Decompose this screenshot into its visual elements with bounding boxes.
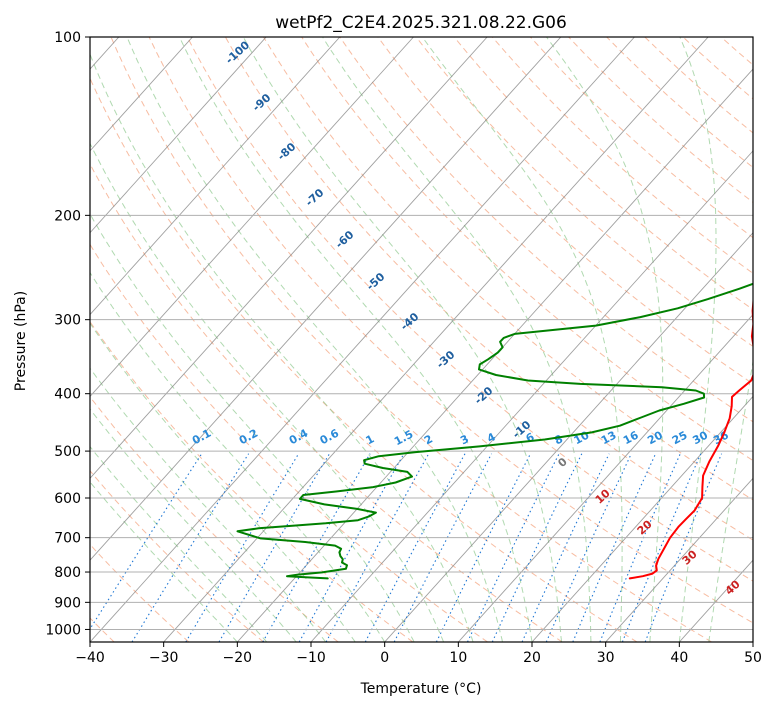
- dry-adiabat-line: [606, 37, 753, 169]
- dry-adiabat-line: [90, 243, 488, 642]
- moist-adiabat-line: [126, 37, 503, 642]
- moist-adiabat-line: [421, 37, 623, 642]
- moist-adiabat-line: [708, 358, 753, 642]
- moist-adiabat-line: [678, 37, 717, 642]
- dry-adiabat-line: [90, 395, 339, 642]
- isotherm-line: [90, 37, 193, 152]
- isotherm-line: [384, 232, 753, 642]
- moist-adiabat-line: [90, 271, 386, 642]
- sounding-profiles: [236, 282, 753, 580]
- mixing-ratio-label: 16: [621, 428, 641, 447]
- y-axis-label: Pressure (hPa): [13, 291, 29, 391]
- isotherm-line: [90, 37, 488, 479]
- mixing-ratio-line: [131, 453, 250, 642]
- y-tick-label: 100: [54, 30, 81, 46]
- moist-adiabat-line: [90, 481, 238, 642]
- y-tick-label: 300: [54, 313, 81, 329]
- isotherm-line: [531, 395, 753, 642]
- mixing-ratio-line: [572, 453, 657, 642]
- mixing-ratio-label: 25: [670, 429, 690, 448]
- pressure-grid: [90, 214, 753, 630]
- x-tick-label: 30: [597, 650, 615, 666]
- moist-adiabat-line: [242, 37, 562, 642]
- moist-adiabat-line: [90, 52, 474, 642]
- mixing-ratio-line: [185, 453, 300, 642]
- isotherm-line: [90, 37, 267, 234]
- mixing-ratio-line: [218, 453, 330, 642]
- mixing-ratio-label: 30: [690, 428, 710, 447]
- moist-adiabat-line: [546, 37, 664, 642]
- mixing-ratio-line: [262, 453, 371, 642]
- temperature-profile: [628, 295, 753, 580]
- isotherm-line: [605, 477, 753, 642]
- y-tick-label: 800: [54, 565, 81, 581]
- dewpoint-profile: [236, 282, 753, 580]
- moist-adiabat-line: [90, 142, 445, 642]
- moist-adiabat-line: [322, 37, 592, 642]
- mixing-ratio-line: [435, 453, 531, 642]
- moist-adiabat-line: [90, 322, 356, 642]
- isotherm-line: [310, 150, 753, 642]
- isotherm-line: [90, 37, 414, 398]
- isotherm-line: [90, 37, 562, 561]
- dry-adiabat-line: [90, 162, 563, 642]
- background-lines: [90, 37, 753, 642]
- isotherm-line: [457, 313, 753, 642]
- mixing-ratio-label: 20: [645, 428, 665, 447]
- dry-adiabat-line: [377, 37, 753, 385]
- mixing-ratio-line: [467, 453, 560, 642]
- dry-adiabat-line: [453, 37, 753, 311]
- y-tick-label: 600: [54, 491, 81, 507]
- y-tick-label: 500: [54, 444, 81, 460]
- mixing-ratio-line: [393, 453, 493, 642]
- moist-adiabat-line: [90, 367, 327, 642]
- x-tick-label: −40: [75, 650, 105, 666]
- dry-adiabat-line: [148, 37, 753, 624]
- dry-adiabat-line: [90, 76, 638, 642]
- x-tick-label: 40: [670, 650, 688, 666]
- x-tick-label: 0: [380, 650, 389, 666]
- x-tick-label: 20: [523, 650, 541, 666]
- dry-adiabat-line: [110, 37, 712, 642]
- x-tick-label: −20: [223, 650, 253, 666]
- x-tick-label: 10: [449, 650, 467, 666]
- isotherm-line: [163, 37, 709, 642]
- dry-adiabat-line: [224, 37, 753, 541]
- mixing-ratio-line: [90, 453, 203, 630]
- isotherm-line: [236, 68, 753, 642]
- dry-adiabat-line: [415, 37, 753, 348]
- y-tick-label: 900: [54, 595, 81, 611]
- mixing-ratio-line: [491, 453, 583, 642]
- isotherm-line: [90, 37, 635, 642]
- dry-adiabat-line: [491, 37, 753, 274]
- x-tick-label: −10: [296, 650, 326, 666]
- y-tick-label: 400: [54, 387, 81, 403]
- x-tick-label: −30: [149, 650, 179, 666]
- dry-adiabat-line: [339, 37, 753, 423]
- mixing-ratio-label: 13: [599, 429, 619, 448]
- dry-adiabat-line: [263, 37, 753, 501]
- dry-adiabat-line: [186, 37, 753, 582]
- y-axis: 100 200 300 400 500 600 700 800 900 1000: [45, 30, 90, 638]
- isotherm-line: [90, 37, 341, 316]
- x-tick-label: 50: [744, 650, 762, 666]
- y-tick-label: 1000: [45, 622, 81, 638]
- mixing-ratio-line: [545, 453, 632, 642]
- x-axis: −40 −30 −20 −10 0 10 20 30 40 50: [75, 642, 762, 666]
- y-tick-label: 200: [54, 208, 81, 224]
- chart-title: wetPf2_C2E4.2025.321.08.22.G06: [275, 13, 567, 33]
- moist-adiabat-line: [90, 212, 415, 642]
- moist-adiabat-line: [178, 37, 533, 642]
- plot-frame: [89, 36, 754, 643]
- y-tick-label: 700: [54, 531, 81, 547]
- x-axis-label: Temperature (°C): [360, 681, 482, 697]
